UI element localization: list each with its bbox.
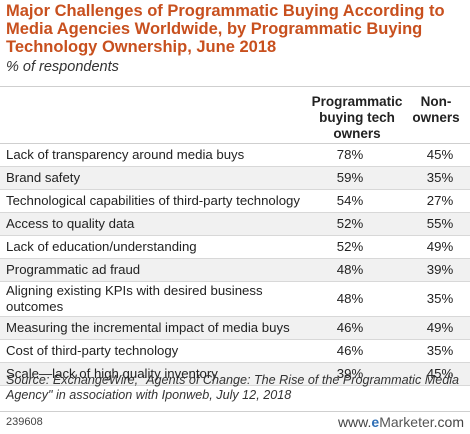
row-label: Lack of education/understanding [6, 239, 197, 254]
table-row: Aligning existing KPIs with desired busi… [0, 282, 470, 317]
table-header: Programmatic buying tech owners Non- own… [0, 87, 470, 144]
owners-value: 52% [336, 216, 364, 231]
non-owners-value: 35% [426, 291, 454, 306]
table-row: Brand safety 59% 35% [0, 167, 470, 190]
non-owners-value: 49% [426, 239, 454, 254]
non-owners-value: 45% [426, 366, 454, 381]
brand-com: .com [433, 414, 464, 430]
row-label: Brand safety [6, 170, 81, 185]
non-owners-value: 49% [426, 320, 454, 335]
table-row: Cost of third-party technology 46% 35% [0, 340, 470, 363]
table-row: Lack of transparency around media buys 78… [0, 144, 470, 167]
column-header-owners: Programmatic buying tech owners [311, 94, 403, 141]
non-owners-value: 35% [426, 343, 454, 358]
brand-marketer: Marketer [379, 414, 434, 430]
row-label: Lack of transparency around media buys [6, 147, 245, 162]
row-label: Aligning existing KPIs with desired busi… [6, 283, 263, 314]
owners-value: 48% [336, 262, 364, 277]
table-row: Technological capabilities of third-part… [0, 190, 470, 213]
footer: 239608 www.eMarketer.com [0, 411, 470, 434]
owners-value: 46% [336, 343, 364, 358]
non-owners-value: 45% [426, 147, 454, 162]
owners-value: 59% [336, 170, 364, 185]
owners-value: 54% [336, 193, 364, 208]
row-label: Scale—lack of high quality inventory [6, 366, 218, 381]
brand-e: e [371, 414, 380, 430]
emarketer-logo[interactable]: www.eMarketer.com [338, 414, 464, 430]
brand-www: www. [337, 414, 372, 430]
table-row: Programmatic ad fraud 48% 39% [0, 259, 470, 282]
table-row: Access to quality data 52% 55% [0, 213, 470, 236]
row-label: Programmatic ad fraud [6, 262, 141, 277]
owners-value: 78% [336, 147, 364, 162]
data-table: Programmatic buying tech owners Non- own… [0, 86, 470, 386]
owners-value: 39% [336, 366, 364, 381]
row-label: Measuring the incremental impact of medi… [6, 320, 290, 335]
table-row: Lack of education/understanding 52% 49% [0, 236, 470, 259]
non-owners-value: 35% [426, 170, 454, 185]
owners-value: 52% [336, 239, 364, 254]
source-note: Source: ExchangeWire, "Agents of Change:… [6, 373, 460, 402]
table-row: Measuring the incremental impact of medi… [0, 317, 470, 340]
non-owners-value: 39% [426, 262, 454, 277]
chart-title: Major Challenges of Programmatic Buying … [6, 2, 445, 56]
column-header-non-owners: Non- owners [412, 94, 460, 125]
chart-subtitle: % of respondents [6, 59, 119, 75]
non-owners-value: 55% [426, 216, 454, 231]
table-body: Lack of transparency around media buys 78… [0, 144, 470, 386]
table-row: Scale—lack of high quality inventory 39% 4… [0, 363, 470, 386]
owners-value: 48% [336, 291, 364, 306]
row-label: Cost of third-party technology [6, 343, 179, 358]
row-label: Technological capabilities of third-part… [6, 193, 300, 208]
owners-value: 46% [336, 320, 364, 335]
chart-id: 239608 [6, 416, 43, 428]
row-label: Access to quality data [6, 216, 135, 231]
non-owners-value: 27% [426, 193, 454, 208]
